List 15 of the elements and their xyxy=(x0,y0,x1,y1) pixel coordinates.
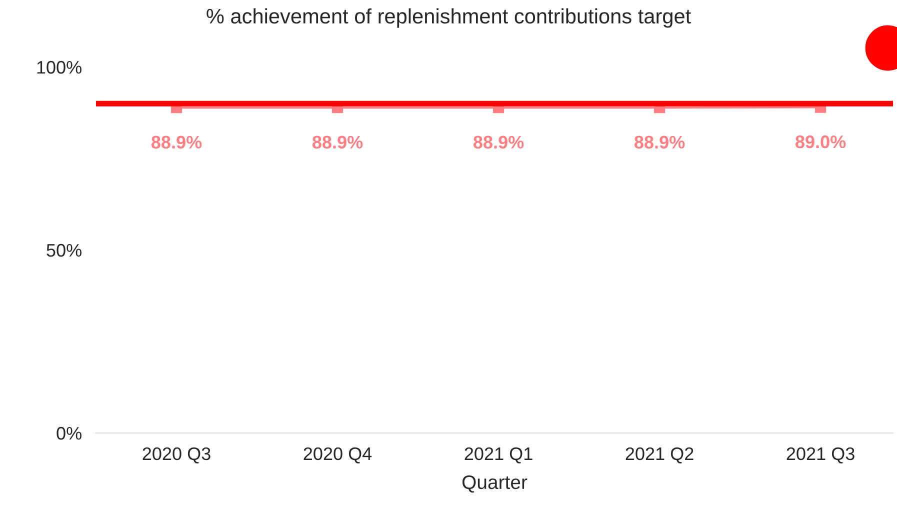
x-axis-title: Quarter xyxy=(462,475,528,493)
chart-title: % achievement of replenishment contributions target xyxy=(206,8,691,28)
y-tick-label: 50% xyxy=(46,244,82,257)
data-label: 88.9% xyxy=(312,136,363,149)
data-label: 89.0% xyxy=(796,135,846,148)
x-tick-label: 2021 Q3 xyxy=(786,447,854,464)
y-tick-label: 100% xyxy=(37,60,82,74)
x-tick-label: 2021 Q2 xyxy=(626,447,694,464)
data-label: 88.9% xyxy=(634,136,685,149)
x-tick-label: 2020 Q3 xyxy=(142,447,210,464)
y-tick-label: 0% xyxy=(56,426,82,440)
data-label: 88.9% xyxy=(474,136,524,149)
data-label: 88.9% xyxy=(151,136,202,149)
x-tick-label: 2020 Q4 xyxy=(304,447,372,464)
x-tick-label: 2021 Q1 xyxy=(464,447,532,464)
